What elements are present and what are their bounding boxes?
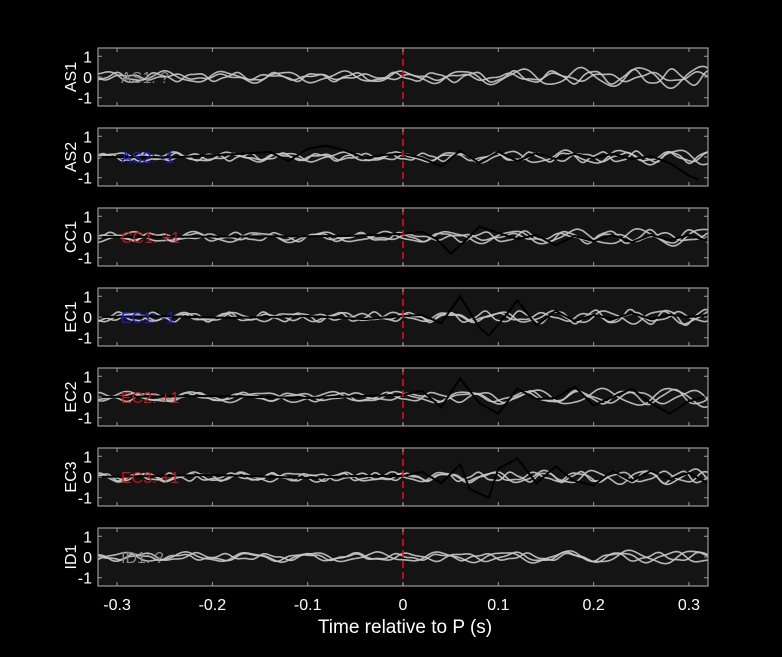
y-tick-label: -1 <box>78 571 92 588</box>
y-tick-label: 0 <box>83 550 92 567</box>
y-tick-label: 0 <box>83 70 92 87</box>
polarity-label: AS1: ? <box>121 70 169 87</box>
polarity-label: EC1: -1 <box>121 310 175 327</box>
y-tick-label: 0 <box>83 470 92 487</box>
x-tick-label: -0.2 <box>199 597 227 614</box>
gray-trace-3 <box>98 227 708 247</box>
y-tick-label: 1 <box>83 209 92 226</box>
station-label: CC1 <box>63 221 80 253</box>
x-axis: -0.3 -0.2 -0.1 0 0.1 0.2 0.3 <box>103 597 700 614</box>
station-label: AS2 <box>63 142 80 172</box>
y-tick-label: 0 <box>83 310 92 327</box>
y-tick-label: 1 <box>83 449 92 466</box>
gray-trace-3 <box>98 150 708 165</box>
y-tick-label: 0 <box>83 150 92 167</box>
polarity-label: EC2: +1 <box>121 390 179 407</box>
observed-trace <box>98 376 708 415</box>
observed-trace <box>98 144 699 181</box>
panel-id1: 1 0 -1 ID1 ID1: ? <box>63 527 709 588</box>
y-tick-label: 1 <box>83 529 92 546</box>
observed-trace <box>98 294 708 338</box>
x-tick-label: 0 <box>399 597 408 614</box>
y-tick-label: 1 <box>83 49 92 66</box>
gray-trace-3 <box>98 388 708 406</box>
x-tick-label: 0.2 <box>583 597 605 614</box>
y-tick-label: 1 <box>83 129 92 146</box>
y-tick-label: -1 <box>78 331 92 348</box>
observed-trace <box>98 225 708 255</box>
station-label: ID1 <box>63 544 80 569</box>
x-tick-label: -0.3 <box>103 597 131 614</box>
polarity-label: AS2: -1 <box>121 150 174 167</box>
x-tick-label: 0.3 <box>678 597 700 614</box>
station-label: EC3 <box>63 461 80 492</box>
station-label: EC1 <box>63 301 80 332</box>
y-tick-label: 1 <box>83 289 92 306</box>
gray-trace-3 <box>98 549 708 565</box>
observed-trace <box>98 457 708 500</box>
gray-trace-3 <box>98 67 708 87</box>
station-label: AS1 <box>63 62 80 92</box>
polarity-label: EC3: +1 <box>121 470 179 487</box>
y-tick-label: 1 <box>83 369 92 386</box>
y-tick-label: -1 <box>78 411 92 428</box>
polarity-label: ID1: ? <box>121 550 164 567</box>
y-tick-label: -1 <box>78 171 92 188</box>
polarity-label: CC1: +1 <box>121 230 180 247</box>
x-axis-label: Time relative to P (s) <box>318 617 492 638</box>
y-tick-label: -1 <box>78 91 92 108</box>
y-tick-label: 0 <box>83 390 92 407</box>
y-tick-label: 0 <box>83 230 92 247</box>
y-tick-label: -1 <box>78 491 92 508</box>
station-label: EC2 <box>63 381 80 412</box>
y-tick-label: -1 <box>78 251 92 268</box>
x-tick-label: -0.1 <box>294 597 322 614</box>
x-tick-label: 0.1 <box>487 597 509 614</box>
